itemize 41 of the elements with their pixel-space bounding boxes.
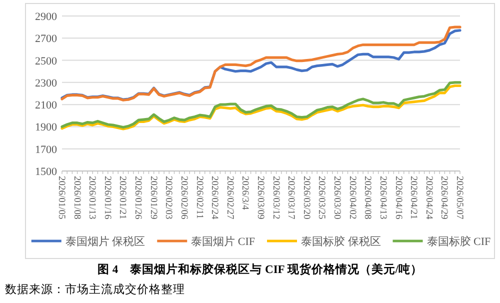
x-tick-label: 2026/01/13: [86, 176, 97, 220]
x-tick-label: 2026/04/02: [346, 176, 357, 220]
x-tick-label: 2026/02/11: [194, 176, 204, 220]
x-tick-label: 2026/01/29: [148, 176, 158, 220]
x-tick-label: 2026/01/08: [71, 176, 82, 220]
y-tick-label: 2100: [35, 100, 58, 112]
x-tick-label: 2026/02/27: [224, 176, 234, 220]
x-tick-label: 2026/3/4: [240, 176, 250, 210]
y-tick-label: 1700: [35, 144, 58, 156]
legend-label: 泰国烟片 保税区: [65, 235, 146, 248]
x-tick-label: 2026/04/16: [392, 176, 403, 220]
y-tick-label: 1500: [35, 166, 58, 178]
y-tick-label: 1900: [35, 122, 58, 134]
y-tick-label: 2500: [35, 55, 58, 68]
y-tick-label: 2700: [35, 33, 58, 46]
source-note: 数据来源：市场主流成交价格整理: [5, 282, 185, 296]
legend-label: 泰国标胶 保税区: [301, 235, 381, 248]
x-tick-label: 2026/04/24: [423, 176, 434, 220]
x-tick-label: 2026/03/25: [316, 176, 326, 220]
x-tick-label: 2026/03/30: [332, 176, 342, 220]
x-tick-label: 2026/03/20: [300, 176, 311, 220]
x-tick-label: 2026/01/21: [117, 176, 128, 220]
text: 图 4 泰国烟片和标胶保税区与 CIF 现货价格情况（美元/吨）: [98, 262, 422, 276]
x-tick-label: 2026/04/21: [408, 176, 418, 220]
x-tick-label: 2026/03/17: [286, 176, 296, 220]
x-tick-label: 2026/04/08: [362, 176, 372, 220]
x-tick-label: 2026/01/16: [102, 176, 112, 220]
y-tick-label: 2900: [35, 11, 58, 23]
x-tick-label: 2026/03/12: [270, 176, 280, 220]
legend-label: 泰国标胶 CIF: [426, 235, 491, 248]
x-tick-label: 2026/03/09: [255, 176, 265, 220]
legend-label: 泰国烟片 CIF: [191, 235, 255, 248]
x-tick-label: 2026/02/24: [209, 176, 220, 220]
x-tick-label: 2026/01/05: [56, 176, 66, 220]
x-tick-label: 2026/04/13: [377, 176, 388, 220]
x-tick-label: 2026/02/06: [178, 176, 188, 220]
x-tick-label: 2026/01/26: [132, 176, 143, 220]
x-tick-label: 2026/05/07: [454, 176, 464, 220]
x-tick-label: 2026/04/29: [438, 176, 449, 220]
x-tick-label: 2026/02/03: [163, 176, 174, 220]
y-tick-label: 2300: [35, 77, 58, 90]
